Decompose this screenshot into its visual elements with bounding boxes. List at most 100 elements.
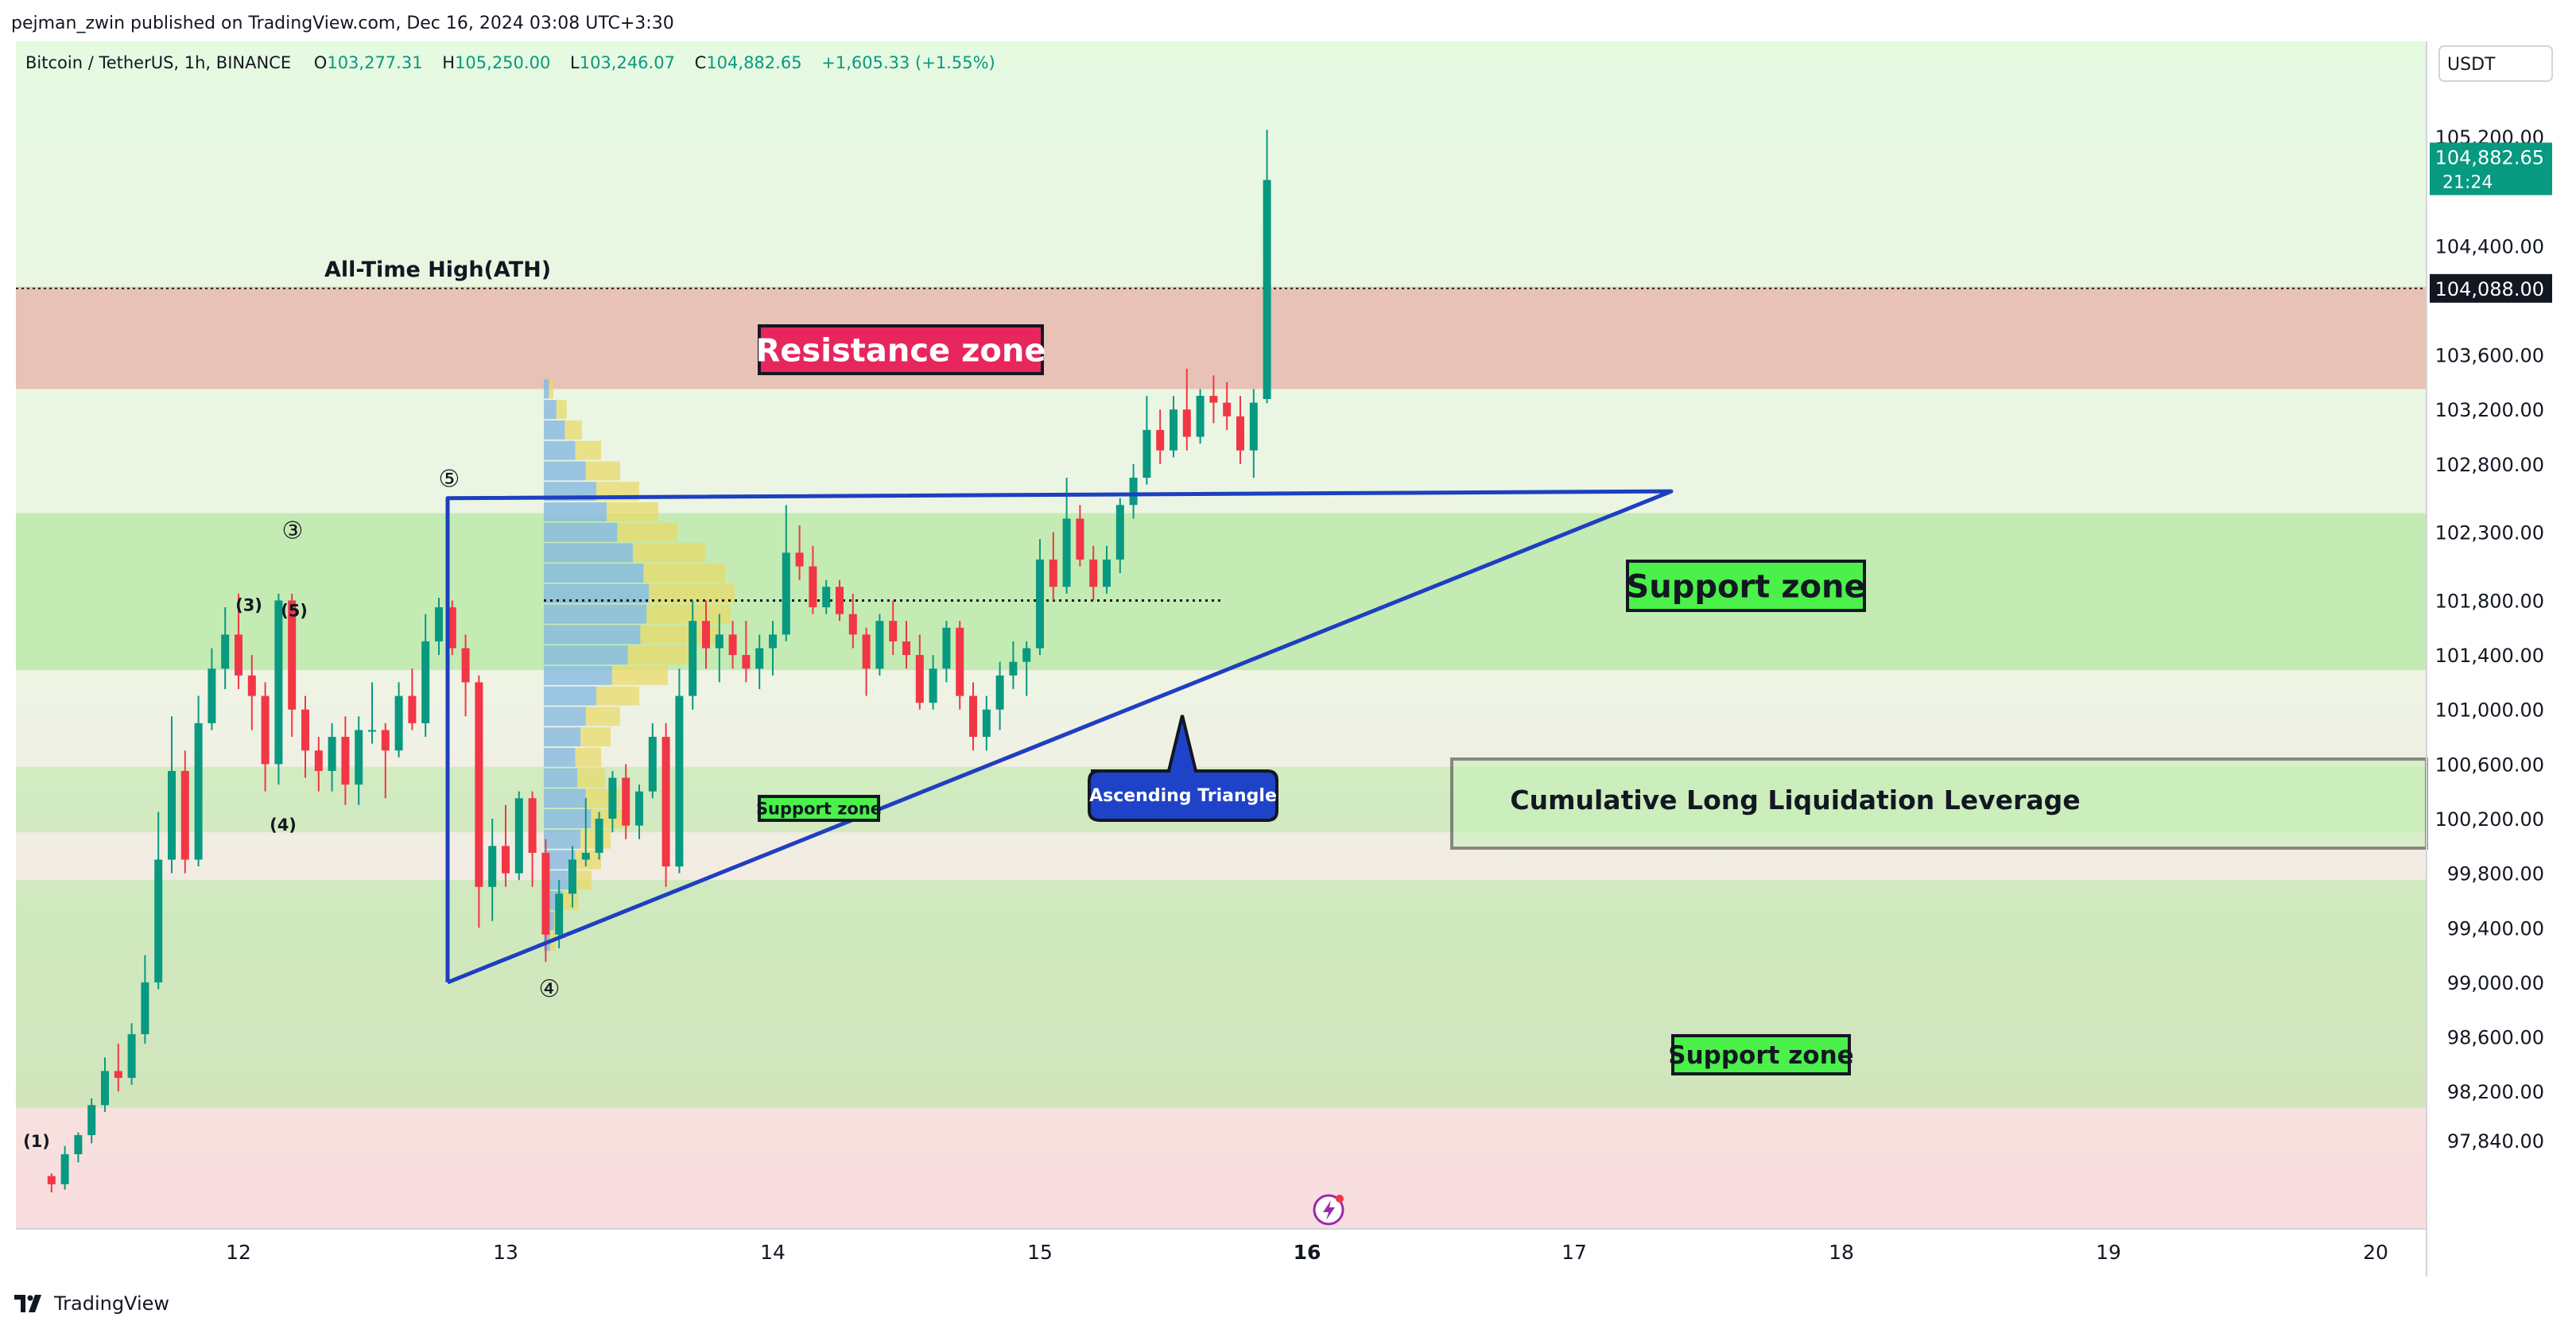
candle-body[interactable] xyxy=(929,668,937,703)
candle-body[interactable] xyxy=(475,682,483,887)
candle-body[interactable] xyxy=(154,859,163,982)
candle-body[interactable] xyxy=(221,634,230,669)
wave-label: ④ xyxy=(539,975,561,1003)
candle-body[interactable] xyxy=(194,723,203,860)
candle-body[interactable] xyxy=(87,1105,96,1136)
candle-body[interactable] xyxy=(1236,416,1244,451)
candle-body[interactable] xyxy=(728,634,737,656)
candle-body[interactable] xyxy=(261,695,270,765)
candle-body[interactable] xyxy=(1062,518,1071,587)
volume-profile-bar-up xyxy=(544,522,618,542)
candle-body[interactable] xyxy=(1209,396,1218,403)
ascending-triangle-shape[interactable] xyxy=(445,489,1674,985)
candle-body[interactable] xyxy=(1089,559,1098,587)
candle-body[interactable] xyxy=(235,634,242,676)
candle-body[interactable] xyxy=(301,709,309,751)
candle-body[interactable] xyxy=(101,1071,109,1106)
candle-body[interactable] xyxy=(1249,402,1258,451)
candle-body[interactable] xyxy=(581,852,590,860)
candle-body[interactable] xyxy=(689,621,697,696)
candle-body[interactable] xyxy=(1170,409,1177,451)
candle-body[interactable] xyxy=(755,648,764,669)
candle-body[interactable] xyxy=(622,777,630,826)
candle-body[interactable] xyxy=(168,770,176,860)
candle-body[interactable] xyxy=(288,600,297,710)
candle-body[interactable] xyxy=(1049,559,1057,587)
candle-body[interactable] xyxy=(608,777,617,819)
candle-body[interactable] xyxy=(555,893,564,935)
candle-body[interactable] xyxy=(47,1176,56,1184)
candle-body[interactable] xyxy=(702,621,710,649)
candle-body[interactable] xyxy=(1076,518,1084,560)
candle-body[interactable] xyxy=(822,587,831,608)
candle-body[interactable] xyxy=(502,846,510,874)
candle-body[interactable] xyxy=(969,695,977,738)
candle-body[interactable] xyxy=(1182,409,1191,437)
candle-body[interactable] xyxy=(915,655,924,703)
candle-body[interactable] xyxy=(862,634,871,669)
candle-body[interactable] xyxy=(1009,661,1018,676)
candle-body[interactable] xyxy=(1115,505,1124,560)
candle-body[interactable] xyxy=(328,737,336,771)
candle-body[interactable] xyxy=(648,737,657,792)
candle-body[interactable] xyxy=(715,634,724,649)
candle-body[interactable] xyxy=(1196,396,1205,437)
candle-body[interactable] xyxy=(1143,429,1151,478)
candle-body[interactable] xyxy=(661,737,670,867)
candle-body[interactable] xyxy=(742,655,751,669)
candle-body[interactable] xyxy=(341,737,350,785)
candle-body[interactable] xyxy=(1036,559,1044,649)
candle-body[interactable] xyxy=(1156,429,1165,451)
candle-body[interactable] xyxy=(114,1071,122,1079)
candle-body[interactable] xyxy=(1103,559,1111,587)
volume-profile-bar-up xyxy=(544,665,612,685)
candle-body[interactable] xyxy=(635,791,643,826)
candle-body[interactable] xyxy=(769,634,777,649)
candle-body[interactable] xyxy=(381,730,390,751)
candle-body[interactable] xyxy=(448,607,456,649)
candle-body[interactable] xyxy=(408,695,417,723)
candle-body[interactable] xyxy=(1129,478,1138,506)
candle-body[interactable] xyxy=(488,846,497,887)
candle-body[interactable] xyxy=(435,607,443,641)
candle-body[interactable] xyxy=(982,709,991,738)
candle-body[interactable] xyxy=(942,627,951,669)
candle-body[interactable] xyxy=(274,600,283,765)
candle-body[interactable] xyxy=(995,675,1004,710)
candle-body[interactable] xyxy=(595,819,603,853)
candle-body[interactable] xyxy=(461,648,470,683)
candle-body[interactable] xyxy=(848,614,857,635)
candle-body[interactable] xyxy=(74,1135,83,1155)
candle-body[interactable] xyxy=(514,798,523,874)
candle-body[interactable] xyxy=(180,770,189,860)
candle-body[interactable] xyxy=(60,1154,69,1184)
candle-body[interactable] xyxy=(1223,402,1232,417)
candle-body[interactable] xyxy=(568,859,576,894)
candle-body[interactable] xyxy=(809,566,817,608)
volume-profile-bar-up xyxy=(544,768,578,788)
candle-body[interactable] xyxy=(247,675,256,696)
candle-body[interactable] xyxy=(902,641,910,656)
candle-body[interactable] xyxy=(208,668,216,723)
candle-body[interactable] xyxy=(355,730,363,785)
candle-body[interactable] xyxy=(1263,180,1271,399)
candle-body[interactable] xyxy=(875,621,884,669)
candle-body[interactable] xyxy=(836,587,844,614)
candle-body[interactable] xyxy=(541,852,550,935)
candle-body[interactable] xyxy=(956,627,964,696)
candle-body[interactable] xyxy=(368,730,376,732)
candle-body[interactable] xyxy=(314,750,323,771)
candle-body[interactable] xyxy=(782,552,790,635)
candle-body[interactable] xyxy=(127,1034,136,1079)
replay-badge-icon[interactable] xyxy=(1313,1194,1344,1226)
candle-body[interactable] xyxy=(675,695,684,867)
candle-body[interactable] xyxy=(394,695,403,751)
currency-button[interactable] xyxy=(2438,45,2553,82)
candle-body[interactable] xyxy=(795,552,804,567)
candle-body[interactable] xyxy=(889,621,898,641)
candle-body[interactable] xyxy=(528,798,537,853)
candle-body[interactable] xyxy=(1022,648,1031,662)
candle-body[interactable] xyxy=(141,982,149,1035)
candle-body[interactable] xyxy=(421,641,430,723)
